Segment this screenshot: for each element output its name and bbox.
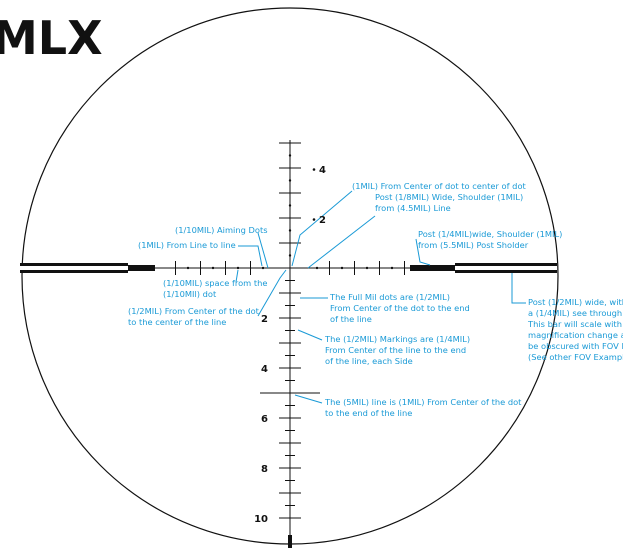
left-shoulder — [128, 265, 155, 271]
annotation: to the end of the line — [325, 408, 412, 418]
right-shoulder — [410, 265, 455, 271]
leader — [235, 269, 239, 283]
logo: MLX — [0, 11, 103, 65]
annotation: of the line — [330, 314, 372, 324]
scale-label: 2 — [319, 215, 326, 226]
dot — [340, 266, 344, 270]
scale-label: 4 — [319, 165, 326, 176]
annotation: (See other FOV Example — [528, 352, 623, 362]
annotation: from (4.5MIL) Line — [375, 203, 451, 213]
annotation: This bar will scale with — [527, 319, 622, 329]
annotation: (1/2MIL) From Center of the dot — [128, 306, 260, 316]
annotation: From Center of the line to the end — [325, 345, 466, 355]
annotation: magnification change a — [528, 330, 623, 340]
left-post-window — [20, 266, 128, 270]
dot — [288, 154, 292, 157]
leader — [294, 394, 323, 404]
leader — [257, 269, 287, 317]
annotation: The Full Mil dots are (1/2MIL) — [329, 292, 450, 302]
leader-lines — [235, 190, 526, 404]
annotation: (1MIL) From Line to line — [138, 240, 236, 250]
dot — [288, 179, 292, 182]
leader — [415, 238, 431, 266]
scale-label: 8 — [261, 464, 268, 475]
leader — [257, 232, 269, 269]
annotation: Post (1/2MIL) wide, with — [528, 297, 623, 307]
annotation: (1/10MIL) Aiming Dots — [175, 225, 268, 235]
scale-label: 6 — [261, 414, 268, 425]
dot — [211, 266, 215, 270]
annotation: (1MIL) From Center of dot to center of d… — [352, 181, 527, 191]
dot — [288, 204, 292, 207]
leader — [291, 190, 353, 267]
dot — [186, 266, 190, 270]
reticle-marks — [175, 142, 405, 519]
right-post-window — [455, 266, 557, 270]
scale-label: 4 — [261, 364, 268, 375]
annotation: from (5.5MIL) Post Sholder — [418, 240, 529, 250]
annotation: (1/10MIL) space from the — [163, 278, 268, 288]
leader — [307, 215, 376, 269]
annotation: (1/10MIl) dot — [163, 289, 217, 299]
scale-label: 10 — [254, 514, 268, 525]
scale-label: 2 — [261, 314, 268, 325]
dot — [315, 266, 319, 270]
annotation: The (1/2MIL) Markings are (1/4MIL) — [324, 334, 470, 344]
dot — [288, 229, 292, 232]
leader — [511, 273, 526, 304]
annotation: Post (1/8MIL) Wide, Shoulder (1MIL) — [375, 192, 523, 202]
annotation: Post (1/4MIL)wide, Shoulder (1MIL) — [418, 229, 562, 239]
annotation: be obscured with FOV M — [528, 341, 623, 351]
annotation: The (5MIL) line is (1MIL) From Center of… — [324, 397, 522, 407]
dot — [288, 254, 292, 257]
dot — [312, 168, 316, 171]
dot — [312, 218, 316, 221]
dot — [261, 266, 265, 270]
dot — [236, 266, 240, 270]
annotation: From Center of the dot to the end — [330, 303, 470, 313]
dot — [390, 266, 394, 270]
annotation: to the center of the line — [128, 317, 226, 327]
dot — [365, 266, 369, 270]
annotation: a (1/4MIL) see through b — [528, 308, 623, 318]
annotation: of the line, each Side — [325, 356, 413, 366]
bottom-post — [288, 535, 292, 548]
leader — [238, 245, 263, 267]
leader — [297, 329, 323, 341]
